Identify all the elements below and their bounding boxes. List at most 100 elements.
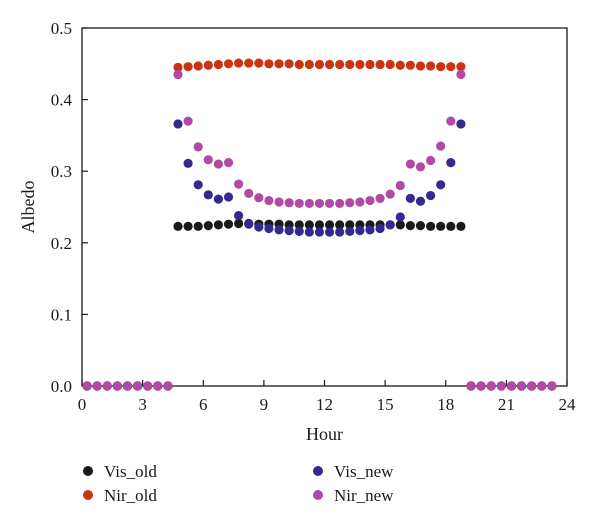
data-point bbox=[153, 381, 163, 391]
data-point bbox=[213, 194, 224, 204]
data-point bbox=[163, 381, 173, 391]
data-point bbox=[234, 218, 244, 229]
x-tick-label: 9 bbox=[260, 395, 269, 414]
data-point bbox=[476, 381, 486, 391]
data-point bbox=[203, 60, 213, 70]
legend-marker bbox=[313, 490, 323, 500]
data-point bbox=[335, 220, 345, 230]
data-point bbox=[254, 58, 264, 68]
data-point bbox=[193, 180, 203, 190]
y-tick-label: 0.3 bbox=[51, 162, 72, 181]
y-tick-label: 0.4 bbox=[51, 91, 73, 110]
data-point bbox=[355, 197, 365, 207]
data-point bbox=[183, 158, 193, 168]
axis-ticks: 0 3 6 9 12 15 18 21 24 0.0 0.1 0.2 0.3 0.4 0.5 bbox=[51, 19, 576, 414]
data-point bbox=[395, 212, 405, 222]
data-point bbox=[375, 59, 385, 70]
data-point bbox=[183, 62, 193, 72]
data-point bbox=[213, 159, 224, 169]
data-point bbox=[254, 222, 264, 232]
data-point bbox=[274, 59, 284, 69]
legend-label: Nir_new bbox=[334, 486, 394, 505]
data-point bbox=[122, 381, 133, 391]
data-point bbox=[324, 198, 335, 209]
data-point bbox=[345, 226, 355, 236]
data-point bbox=[405, 159, 415, 169]
data-point bbox=[486, 381, 496, 391]
x-tick-label: 12 bbox=[316, 395, 333, 414]
data-point bbox=[314, 220, 325, 230]
data-point bbox=[244, 219, 254, 229]
data-point bbox=[385, 189, 395, 199]
data-point bbox=[446, 116, 456, 126]
data-point bbox=[365, 195, 375, 206]
data-point bbox=[365, 225, 375, 235]
data-point bbox=[143, 381, 153, 391]
data-point bbox=[193, 221, 203, 231]
data-point bbox=[335, 198, 345, 209]
data-point bbox=[274, 197, 284, 207]
data-point bbox=[92, 381, 102, 391]
series-vis-old bbox=[82, 218, 557, 391]
data-point bbox=[173, 119, 183, 129]
data-point bbox=[365, 59, 375, 70]
data-point bbox=[244, 58, 254, 68]
data-point bbox=[324, 220, 335, 230]
data-point bbox=[102, 381, 112, 391]
x-tick-label: 18 bbox=[437, 395, 454, 414]
data-point bbox=[173, 69, 183, 80]
data-point bbox=[375, 193, 385, 204]
data-point bbox=[294, 198, 304, 209]
legend: Vis_old Nir_old Vis_new Nir_new bbox=[83, 462, 394, 505]
data-point bbox=[506, 381, 517, 391]
data-point bbox=[436, 180, 446, 190]
data-point bbox=[223, 219, 234, 229]
x-tick-label: 24 bbox=[559, 395, 577, 414]
data-point bbox=[345, 198, 355, 208]
x-tick-label: 21 bbox=[498, 395, 515, 414]
data-point bbox=[345, 220, 355, 230]
legend-marker bbox=[83, 490, 93, 500]
data-point bbox=[496, 381, 506, 391]
data-point bbox=[274, 225, 284, 235]
data-point bbox=[223, 59, 234, 69]
data-point bbox=[375, 223, 385, 234]
data-point bbox=[425, 190, 436, 201]
x-tick-label: 3 bbox=[138, 395, 147, 414]
data-point bbox=[355, 226, 365, 236]
data-point bbox=[304, 59, 314, 70]
data-point bbox=[405, 221, 415, 231]
data-point bbox=[456, 69, 466, 80]
data-point bbox=[355, 59, 365, 70]
legend-marker bbox=[313, 466, 323, 476]
y-tick-label: 0.1 bbox=[51, 305, 72, 324]
data-point bbox=[203, 221, 213, 231]
data-point bbox=[415, 221, 426, 231]
series-vis-new bbox=[82, 119, 557, 391]
data-point bbox=[314, 198, 325, 209]
data-point bbox=[213, 59, 224, 70]
data-point bbox=[203, 190, 213, 200]
data-point bbox=[314, 227, 325, 237]
legend-label: Vis_new bbox=[334, 462, 394, 481]
data-point bbox=[466, 381, 476, 391]
data-point bbox=[234, 58, 244, 68]
x-tick-label: 15 bbox=[377, 395, 394, 414]
data-point bbox=[112, 381, 122, 391]
data-point bbox=[436, 62, 446, 72]
data-point bbox=[405, 60, 415, 70]
data-point bbox=[436, 221, 446, 231]
data-point bbox=[173, 221, 183, 231]
data-point bbox=[294, 59, 304, 70]
data-point bbox=[304, 227, 314, 237]
data-point bbox=[314, 59, 325, 70]
data-point bbox=[446, 158, 456, 168]
data-point bbox=[385, 220, 395, 230]
data-point bbox=[345, 59, 355, 70]
data-point bbox=[395, 180, 405, 191]
data-point bbox=[415, 162, 426, 172]
data-point bbox=[527, 381, 537, 391]
data-point bbox=[324, 227, 335, 237]
data-points bbox=[82, 58, 557, 391]
